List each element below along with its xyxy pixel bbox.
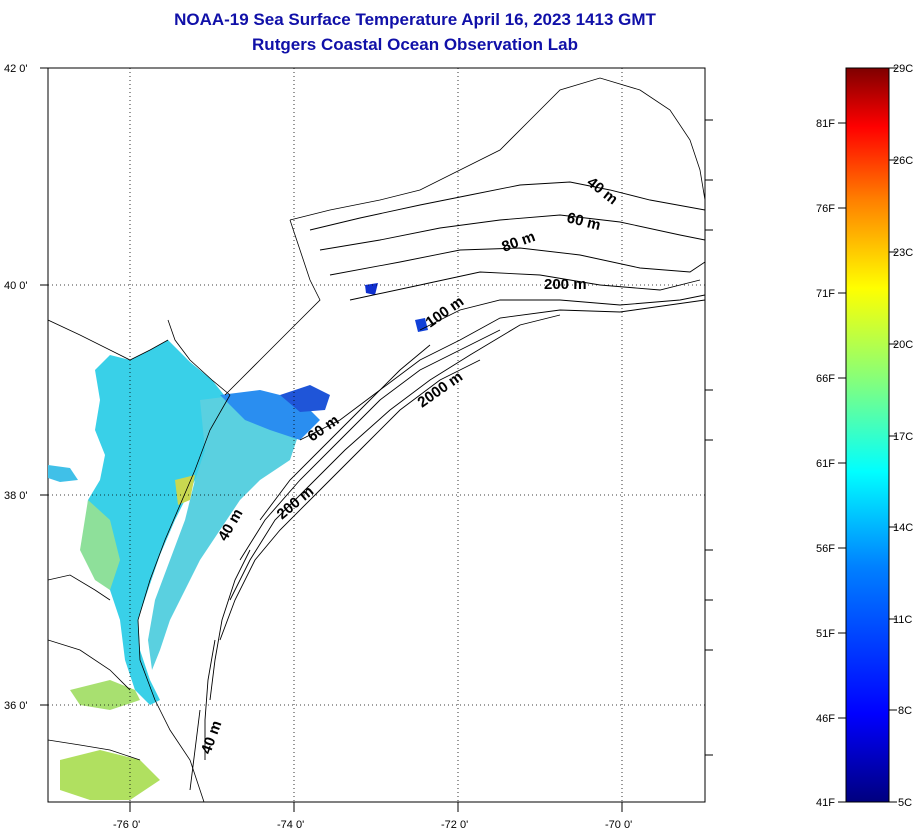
colorbar-celsius-label: 26C [893,155,913,167]
lat-label: 42 0' [4,63,28,75]
colorbar-fahrenheit-label: 46F [816,713,835,725]
colorbar-fahrenheit-label: 76F [816,203,835,215]
lat-label: 40 0' [4,280,28,292]
lon-label: -70 0' [605,819,632,831]
colorbar-celsius-label: 11C [893,614,912,626]
colorbar-celsius-label: 17C [893,431,913,443]
contour-label: 200 m [544,276,587,293]
colorbar-celsius-label: 20C [893,339,913,351]
graticule [48,68,705,802]
colorbar-celsius-label: 5C [898,797,912,809]
colorbar-celsius-label: 8C [898,705,912,717]
colorbar-celsius-label: 29C [893,63,913,75]
colorbar-fahrenheit-label: 61F [816,458,835,470]
depth-contours [189,181,705,791]
coastline [48,77,705,802]
colorbar [838,67,897,803]
colorbar-fahrenheit-label: 81F [816,118,835,130]
sst-water-fill [48,283,428,800]
lon-label: -74 0' [277,819,304,831]
colorbar-fahrenheit-label: 51F [816,628,835,640]
lat-label: 36 0' [4,700,28,712]
colorbar-fahrenheit-label: 56F [816,543,835,555]
lat-label: 38 0' [4,490,28,502]
colorbar-fahrenheit-label: 66F [816,373,835,385]
colorbar-celsius-label: 14C [893,522,913,534]
colorbar-fahrenheit-label: 41F [816,797,835,809]
lon-label: -76 0' [113,819,140,831]
colorbar-celsius-label: 23C [893,247,913,259]
map-subtitle: Rutgers Coastal Ocean Observation Lab [252,35,578,54]
lon-label: -72 0' [441,819,468,831]
colorbar-fahrenheit-label: 71F [816,288,835,300]
map-title: NOAA-19 Sea Surface Temperature April 16… [174,10,656,29]
axis-ticks [40,67,713,812]
